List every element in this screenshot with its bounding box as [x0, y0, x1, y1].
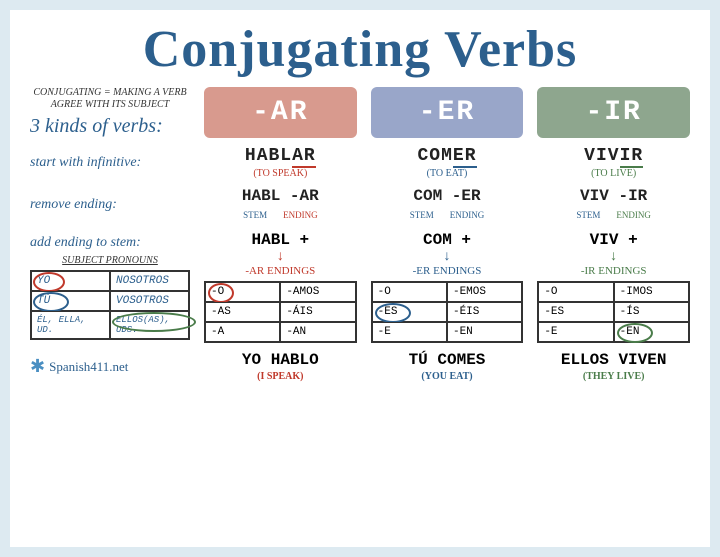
final-er: TÚ COMES (YOU EAT): [371, 351, 524, 382]
intro-cell: CONJUGATING = MAKING A VERB AGREE WITH I…: [30, 87, 190, 138]
endings-ir-table: -O -IMOS -ES -ÍS -E -EN: [537, 281, 690, 343]
page-title: Conjugating Verbs: [30, 20, 690, 79]
kinds-label: 3 kinds of verbs:: [30, 115, 190, 138]
header-ir: -IR: [537, 87, 690, 138]
arrow-icon: ↓: [371, 249, 524, 265]
add-ir: VIV + ↓ -IR ENDINGS -O -IMOS -ES -ÍS -E …: [537, 231, 690, 343]
infinitive-er: COMER (TO EAT): [371, 146, 524, 179]
pronoun-table: YO NOSOTROS TÚ VOSOTROS ÉL, ELLA, UD. EL…: [30, 270, 190, 340]
definition-text: CONJUGATING = MAKING A VERB AGREE WITH I…: [30, 87, 190, 111]
remove-er: COM -ER STEM ENDING: [371, 187, 524, 223]
label-infinitive: start with infinitive:: [30, 146, 190, 179]
label-remove: remove ending:: [30, 187, 190, 223]
final-ar: YO HABLO (I SPEAK): [204, 351, 357, 382]
add-ar: HABL + ↓ -AR ENDINGS -O -AMOS -AS -ÁIS -…: [204, 231, 357, 343]
final-ir: ELLOS VIVEN (THEY LIVE): [537, 351, 690, 382]
infinitive-ir: VIVIR (TO LIVE): [537, 146, 690, 179]
remove-ir: VIV -IR STEM ENDING: [537, 187, 690, 223]
header-ar: -AR: [204, 87, 357, 138]
remove-ar: HABL -AR STEM ENDING: [204, 187, 357, 223]
endings-er-table: -O -EMOS -ES -ÉIS -E -EN: [371, 281, 524, 343]
header-er: -ER: [371, 87, 524, 138]
label-add: add ending to stem: SUBJECT PRONOUNS YO …: [30, 231, 190, 343]
add-er: COM + ↓ -ER ENDINGS -O -EMOS -ES -ÉIS -E…: [371, 231, 524, 343]
main-grid: CONJUGATING = MAKING A VERB AGREE WITH I…: [30, 87, 690, 382]
star-icon: ✱: [30, 356, 45, 377]
endings-ar-table: -O -AMOS -AS -ÁIS -A -AN: [204, 281, 357, 343]
arrow-icon: ↓: [537, 249, 690, 265]
infinitive-ar: HABLAR (TO SPEAK): [204, 146, 357, 179]
brand: ✱ Spanish411.net: [30, 351, 190, 382]
infographic: Conjugating Verbs CONJUGATING = MAKING A…: [0, 0, 720, 557]
arrow-icon: ↓: [204, 249, 357, 265]
